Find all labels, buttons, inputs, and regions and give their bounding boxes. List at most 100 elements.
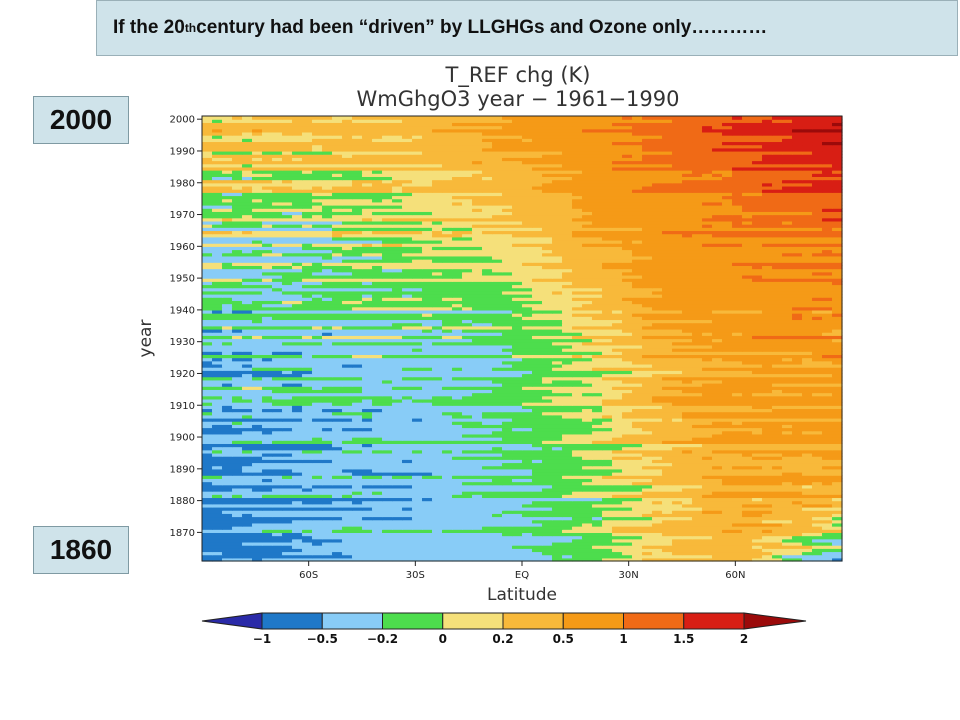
- heatmap-cell: [832, 417, 843, 422]
- heatmap-cell: [572, 430, 583, 435]
- heatmap-cell: [812, 373, 823, 378]
- heatmap-cell: [442, 462, 453, 467]
- heatmap-cell: [422, 554, 433, 559]
- heatmap-cell: [432, 513, 443, 518]
- heatmap-cell: [422, 487, 433, 492]
- heatmap-cell: [632, 465, 643, 470]
- heatmap-cell: [372, 379, 383, 384]
- heatmap-cell: [812, 398, 823, 403]
- heatmap-cell: [652, 459, 663, 464]
- heatmap-cell: [222, 526, 233, 530]
- heatmap-cell: [462, 376, 473, 381]
- heatmap-cell: [542, 328, 553, 333]
- heatmap-cell: [352, 328, 363, 333]
- heatmap-cell: [272, 513, 283, 518]
- heatmap-cell: [302, 351, 313, 355]
- heatmap-cell: [472, 449, 483, 454]
- heatmap-cell: [492, 402, 503, 406]
- heatmap-cell: [702, 421, 713, 425]
- heatmap-cell: [412, 475, 423, 479]
- heatmap-cell: [422, 440, 433, 444]
- heatmap-cell: [352, 535, 363, 540]
- heatmap-cell: [762, 367, 773, 371]
- heatmap-cell: [742, 341, 753, 346]
- heatmap-cell: [272, 443, 283, 448]
- heatmap-cell: [772, 500, 783, 505]
- heatmap-cell: [432, 462, 443, 467]
- heatmap-cell: [742, 376, 753, 381]
- heatmap-cell: [512, 348, 523, 352]
- heatmap-cell: [782, 535, 793, 540]
- heatmap-cell: [622, 354, 633, 359]
- heatmap-cell: [382, 519, 393, 524]
- heatmap-cell: [242, 354, 253, 359]
- heatmap-cell: [472, 452, 483, 457]
- heatmap-cell: [582, 414, 593, 419]
- heatmap-cell: [532, 392, 543, 397]
- heatmap-cell: [372, 360, 383, 365]
- heatmap-cell: [402, 541, 413, 546]
- heatmap-cell: [512, 383, 523, 387]
- heatmap-cell: [792, 554, 803, 559]
- heatmap-cell: [732, 383, 743, 387]
- heatmap-cell: [492, 338, 503, 343]
- heatmap-cell: [802, 557, 813, 562]
- heatmap-cell: [712, 443, 723, 448]
- heatmap-cell: [512, 354, 523, 359]
- heatmap-cell: [402, 417, 413, 422]
- heatmap-cell: [612, 500, 623, 505]
- heatmap-cell: [392, 344, 403, 349]
- heatmap-cell: [502, 446, 513, 451]
- heatmap-cell: [742, 411, 753, 416]
- heatmap-cell: [802, 405, 813, 410]
- heatmap-cell: [822, 545, 833, 549]
- heatmap-cell: [372, 402, 383, 406]
- heatmap-cell: [722, 398, 733, 403]
- heatmap-cell: [822, 421, 833, 425]
- heatmap-cell: [362, 437, 373, 441]
- heatmap-cell: [802, 357, 813, 362]
- heatmap-cell: [362, 383, 373, 387]
- heatmap-cell: [732, 354, 743, 359]
- heatmap-cell: [302, 513, 313, 518]
- heatmap-cell: [832, 452, 843, 457]
- heatmap-cell: [622, 446, 633, 451]
- heatmap-cell: [812, 468, 823, 473]
- heatmap-cell: [812, 417, 823, 422]
- heatmap-cell: [262, 376, 273, 381]
- heatmap-cell: [522, 452, 533, 457]
- heatmap-cell: [422, 526, 433, 530]
- heatmap-cell: [522, 335, 533, 340]
- heatmap-cell: [282, 335, 293, 340]
- heatmap-cell: [202, 338, 213, 343]
- heatmap-cell: [732, 348, 743, 352]
- heatmap-cell: [542, 319, 553, 324]
- heatmap-cell: [592, 376, 603, 381]
- heatmap-cell: [512, 402, 523, 406]
- heatmap-cell: [382, 408, 393, 413]
- heatmap-cell: [562, 557, 573, 562]
- heatmap-cell: [702, 478, 713, 483]
- heatmap-cell: [542, 316, 553, 321]
- heatmap-cell: [632, 370, 643, 375]
- heatmap-cell: [672, 338, 683, 343]
- heatmap-cell: [402, 532, 413, 537]
- heatmap-cell: [232, 481, 243, 486]
- heatmap-cell: [772, 494, 783, 499]
- heatmap-cell: [742, 506, 753, 511]
- heatmap-cell: [702, 395, 713, 400]
- heatmap-cell: [532, 452, 543, 457]
- heatmap-cell: [732, 427, 743, 432]
- heatmap-cell: [332, 341, 343, 346]
- heatmap-cell: [522, 338, 533, 343]
- heatmap-cell: [252, 503, 263, 508]
- heatmap-cell: [412, 538, 423, 543]
- heatmap-cell: [582, 322, 593, 327]
- heatmap-cell: [612, 513, 623, 518]
- heatmap-cell: [292, 319, 303, 324]
- heatmap-cell: [382, 529, 393, 533]
- heatmap-cell: [322, 322, 333, 327]
- heatmap-cell: [452, 452, 463, 457]
- heatmap-cell: [642, 344, 653, 349]
- heatmap-cell: [332, 316, 343, 321]
